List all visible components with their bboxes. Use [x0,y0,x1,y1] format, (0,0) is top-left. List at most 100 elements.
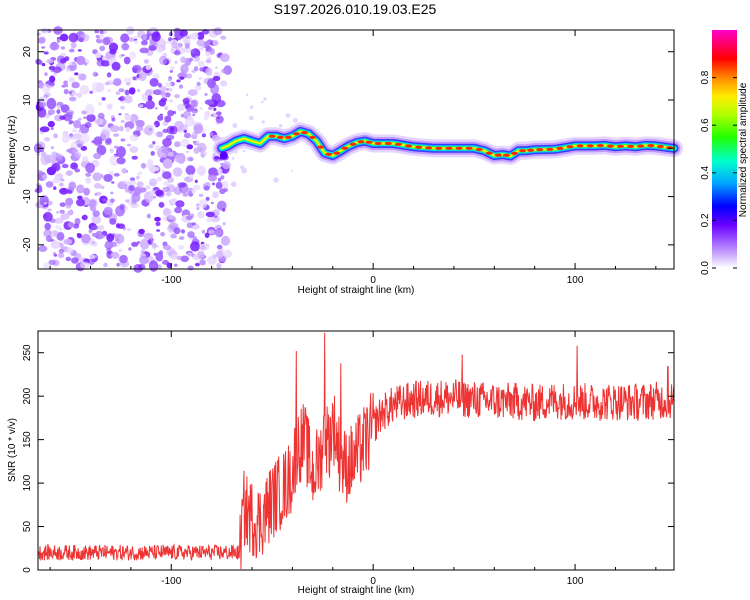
ridge-peak [511,151,518,155]
ridge-peak [485,151,493,155]
noise-speckle [42,83,51,93]
ridge-peak [576,144,584,148]
noise-speckle [111,117,116,122]
noise-speckle [101,97,106,101]
noise-speckle [196,39,205,47]
noise-speckle [120,105,126,110]
noise-speckle [174,263,178,267]
noise-speckle [199,47,204,51]
noise-speckle [59,209,65,214]
noise-speckle [118,88,125,93]
ridge-peak [494,153,502,157]
noise-speckle [171,41,178,49]
ridge-peak [374,141,382,146]
noise-speckle [77,117,82,121]
noise-speckle [51,151,59,158]
noise-speckle [220,180,229,189]
noise-speckle [173,50,181,56]
noise-speckle [165,191,172,197]
noise-speckle [214,215,218,218]
noise-speckle [111,241,117,247]
ridge-peak [435,146,443,150]
noise-speckle [168,214,174,220]
noise-speckle [129,51,137,60]
noise-speckle [43,51,49,55]
noise-speckle [147,158,154,167]
noise-speckle [91,232,98,237]
noise-speckle [175,200,185,208]
noise-speckle [146,213,151,219]
noise-speckle [132,76,137,81]
noise-speckle [49,85,54,89]
noise-speckle [53,186,57,191]
noise-speckle [174,60,178,65]
noise-speckle [111,181,115,184]
noise-speckle [140,162,147,169]
noise-speckle [174,206,183,214]
noise-speckle [131,192,141,203]
noise-speckle [200,245,206,251]
noise-speckle [217,168,223,174]
noise-speckle [207,39,213,43]
noise-speckle [52,66,62,73]
noise-speckle [156,176,162,182]
noise-speckle [220,175,225,180]
noise-speckle [56,210,60,214]
noise-speckle [162,158,173,169]
noise-speckle [57,252,65,259]
ridge-peak [656,144,664,149]
noise-speckle [134,186,143,195]
noise-speckle [215,66,218,69]
noise-speckle [189,33,199,40]
noise-speckle [154,107,158,110]
noise-speckle [155,189,164,196]
noise-speckle [187,89,198,96]
snr-panel: -100 0 100 0 50 100 150 200 250 Height of straig… [7,330,675,596]
noise-speckle [78,130,82,133]
snr-ticks: -100 0 100 0 50 100 150 200 250 [22,331,674,587]
noise-speckle [180,138,190,148]
noise-speckle [152,195,156,199]
ridge-peak [637,144,645,148]
noise-speckle [76,233,81,237]
colorbar-ticks: 0.0 0.2 0.4 0.6 0.8 [700,70,737,275]
y-tick-label: 50 [22,521,33,533]
noise-speckle [164,115,172,123]
colorbar-tick-label: 0.4 [700,165,711,179]
ridge-peak [546,147,554,151]
noise-speckle [263,97,267,101]
noise-speckle [91,82,101,93]
noise-speckle [81,233,91,244]
noise-speckle [85,104,95,116]
noise-speckle [86,114,96,122]
noise-speckle [91,215,101,225]
noise-speckle [81,214,88,221]
noise-speckle [148,45,157,51]
noise-speckle [114,233,125,244]
ridge-peak [527,148,535,152]
noise-speckle [49,75,56,83]
noise-speckle [177,42,183,48]
noise-speckle [156,131,164,138]
noise-speckle [285,113,291,118]
noise-speckle [128,247,132,251]
noise-speckle [88,254,96,260]
ridge-peak [627,144,635,148]
noise-speckle [204,99,214,105]
noise-speckle [79,85,89,95]
noise-speckle [83,187,90,196]
noise-speckle [205,196,210,201]
noise-speckle [164,92,171,98]
noise-speckle [159,90,166,96]
noise-speckle [210,201,214,205]
noise-speckle [99,45,106,52]
noise-speckle [292,117,298,123]
ridge-peak [357,140,365,144]
noise-speckle [129,146,139,153]
noise-speckle [245,93,249,97]
ridge-peak [536,148,544,152]
noise-speckle [199,106,203,111]
noise-speckle [106,233,115,242]
noise-speckle [203,184,206,186]
noise-speckle [76,198,85,207]
